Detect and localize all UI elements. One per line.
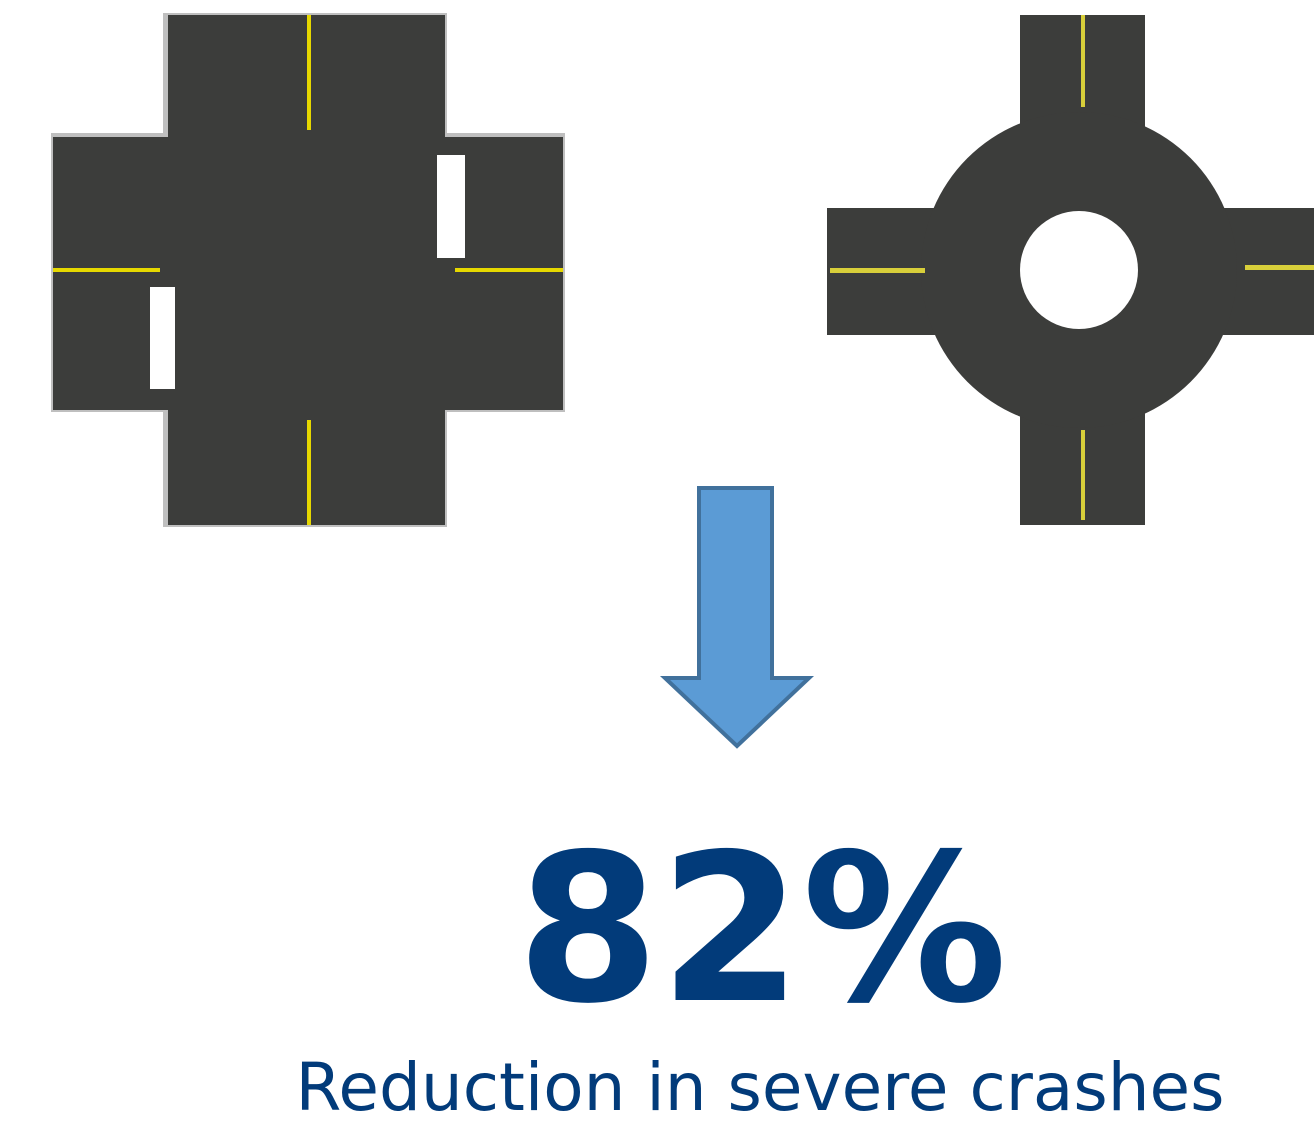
stat-caption: Reduction in severe crashes [295, 1049, 1224, 1126]
intersection-icon [51, 13, 565, 527]
stat-value: 82% [517, 811, 1008, 1049]
page: 82% Reduction in severe crashes (() => {… [0, 0, 1314, 1135]
infographic: 82% Reduction in severe crashes [0, 0, 1314, 1135]
down-arrow [665, 488, 809, 746]
roundabout-icon [827, 15, 1314, 525]
